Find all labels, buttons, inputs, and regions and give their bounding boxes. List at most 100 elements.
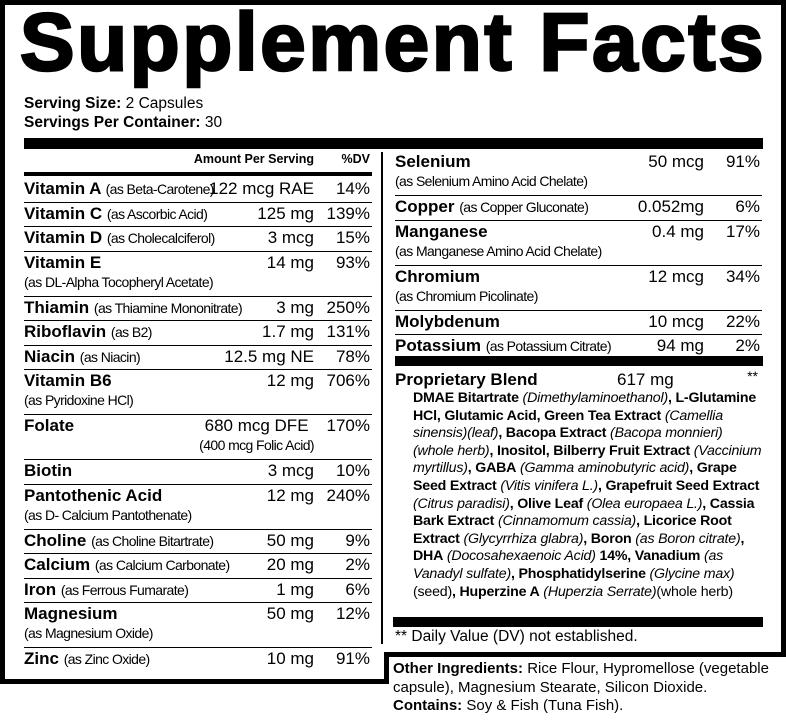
serving-info: Serving Size: 2 Capsules Servings Per Co… (24, 94, 222, 132)
nutrient-name-text: Vitamin C (24, 203, 103, 223)
nutrient-source: (as Magnesium Oxide) (24, 625, 153, 641)
ingredient-name: L-Glutamine HCl (413, 390, 757, 424)
nutrient-row: Vitamin D (as Cholecalciferol) 3 mcg 15% (24, 227, 372, 252)
ingredient-part: (whole herb) (656, 583, 733, 600)
proprietary-blend: Proprietary Blend 617 mg ** DMAE Bitartr… (395, 368, 762, 601)
nutrient-name: Thiamin (as Thiamine Mononitrate) (24, 298, 243, 318)
nutrient-dv: 131% (326, 322, 370, 341)
ingredient-detail: (Huperzia Serrate) (543, 583, 657, 600)
nutrient-amount: 125 mg (257, 204, 314, 224)
nutrient-amount-text: 680 mcg DFE (204, 416, 309, 435)
nutrient-amount: 50 mg (267, 604, 314, 624)
nutrient-amount: 94 mg (657, 336, 704, 356)
nutrient-source: (as Niacin) (79, 348, 141, 365)
separator: , (583, 530, 591, 547)
nutrient-dv: 91% (335, 649, 370, 668)
ingredient-detail: (Vaccinium myrtillus) (413, 442, 762, 477)
frame-left-border (0, 0, 5, 684)
nutrient-amount: 3 mg (276, 298, 314, 318)
nutrient-source: (as Ascorbic Acid) (106, 205, 208, 222)
frame-top-border (0, 0, 786, 5)
nutrient-name-text: Vitamin E (24, 252, 102, 272)
nutrient-dv: 12% (335, 604, 370, 623)
nutrient-name: Molybdenum (395, 312, 500, 332)
blend-bottom-divider (393, 617, 763, 627)
nutrient-source: (as Calcium Carbonate) (94, 557, 230, 573)
ingredient-name: DHA (413, 548, 444, 565)
blend-dv: ** (747, 368, 758, 384)
nutrient-source: (as Copper Gluconate) (459, 199, 589, 215)
other-ingredients-value: Rice Flour, Hypromellose (vegetable caps… (393, 660, 769, 696)
ingredient-strength: 14% (599, 548, 628, 565)
dv-footnote: ** Daily Value (DV) not established. (395, 628, 638, 645)
blend-top-divider (395, 356, 763, 366)
blend-ingredient: Licorice Root Extract (Glycyrrhiza glabr… (413, 513, 732, 547)
nutrient-amount-text: 3 mcg (267, 461, 314, 480)
nutrient-amount-text: 94 mg (656, 336, 704, 355)
blend-ingredient: Huperzine A (Huperzia Serrate)(whole her… (460, 583, 734, 600)
nutrient-amount: 10 mg (267, 649, 314, 669)
blend-ingredient: Olive Leaf (Olea europaea L.), (517, 496, 710, 512)
separator: , (667, 390, 676, 406)
ingredient-name: Olive Leaf (517, 495, 584, 512)
nutrient-dv: 9% (345, 530, 370, 550)
nutrient-name: Selenium (395, 152, 471, 172)
separator: , (509, 495, 518, 512)
ingredient-detail: (Vitis vinifera L.) (500, 477, 598, 494)
nutrient-source: (as Manganese Amino Acid Chelate) (395, 242, 602, 259)
blend-ingredient: Grapefruit Seed Extract (Citrus paradisi… (413, 478, 760, 512)
nutrient-source: (as DL-Alpha Tocopheryl Acetate) (24, 273, 214, 290)
blend-ingredient: Cassia Bark Extract (Cinnamomum cassia), (413, 495, 755, 530)
nutrient-row: Vitamin B6 (as Pyridoxine HCl) 12 mg 706% (24, 370, 372, 415)
nutrient-amount: 122 mcg RAE (209, 179, 314, 199)
blend-ingredient: Boron (as Boron citrate), (591, 531, 745, 547)
serving-size-label: Serving Size: (24, 95, 122, 112)
separator: , (498, 425, 506, 442)
nutrient-dv: 17% (725, 221, 760, 241)
ingredient-name: Cassia Bark Extract (413, 495, 755, 530)
nutrient-name-text: Selenium (395, 152, 471, 171)
nutrient-name-text: Vitamin B6 (24, 371, 112, 390)
ingredient-detail: (Camellia sinensis)(leaf) (413, 407, 723, 442)
nutrient-amount: 12 mg (267, 486, 314, 506)
nutrient-name-text: Magnesium (24, 604, 118, 623)
page-title: Supplement Facts (19, 0, 767, 89)
ingredient-detail: (Olea europaea L.) (586, 495, 703, 512)
nutrient-dv: 22% (725, 311, 760, 331)
nutrient-name: Vitamin E (24, 253, 101, 273)
nutrient-name: Manganese (395, 222, 488, 242)
nutrient-name: Calcium (as Calcium Carbonate) (24, 555, 230, 575)
separator: , (436, 407, 445, 424)
nutrient-name: Vitamin C (as Ascorbic Acid) (24, 203, 208, 224)
nutrient-row: Chromium (as Chromium Picolinate) 12 mcg 34… (395, 266, 762, 311)
nutrient-source: (as D- Calcium Pantothenate) (24, 506, 192, 523)
nutrient-row: Manganese (as Manganese Amino Acid Chelat… (395, 221, 762, 266)
nutrient-name-text: Choline (24, 530, 87, 550)
nutrient-dv: 250% (326, 297, 370, 317)
contains-text: Contains: Soy & Fish (Tuna Fish). (393, 697, 773, 716)
top-thick-divider (24, 138, 763, 149)
contains-value: Soy & Fish (Tuna Fish). (466, 697, 624, 714)
blend-ingredient: Grape Seed Extract (Vitis vinifera L.), (413, 460, 737, 494)
ingredient-name: Green Tea Extract (544, 407, 662, 424)
frame-step-border (384, 652, 389, 684)
nutrient-name-text: Manganese (395, 221, 488, 241)
nutrient-amount-text: 3 mg (276, 297, 314, 317)
ingredient-name: Inositol (496, 442, 546, 459)
ingredient-detail: (Citrus paradisi) (413, 495, 510, 512)
separator: , (702, 495, 710, 512)
nutrient-name: Vitamin B6 (24, 371, 112, 391)
ingredient-detail: (Glycine max) (649, 565, 735, 582)
nutrient-row: Thiamin (as Thiamine Mononitrate) 3 mg 250… (24, 297, 372, 321)
blend-ingredient: GABA (Gamma aminobutyric acid), (475, 460, 696, 476)
nutrient-amount: 12.5 mg NE (224, 347, 314, 367)
nutrient-row: Calcium (as Calcium Carbonate) 20 mg 2% (24, 554, 372, 579)
nutrient-name-text: Iron (24, 579, 57, 599)
ingredient-part: (seed) (413, 583, 453, 600)
nutrient-amount-text: 10 mg (266, 649, 314, 668)
separator: , (489, 442, 497, 459)
nutrient-source: (as Zinc Oxide) (63, 651, 151, 667)
ingredient-detail: (Gamma aminobutyric acid) (519, 460, 690, 477)
servings-per-container-label: Servings Per Container: (24, 114, 201, 131)
nutrient-name: Chromium (395, 267, 480, 287)
